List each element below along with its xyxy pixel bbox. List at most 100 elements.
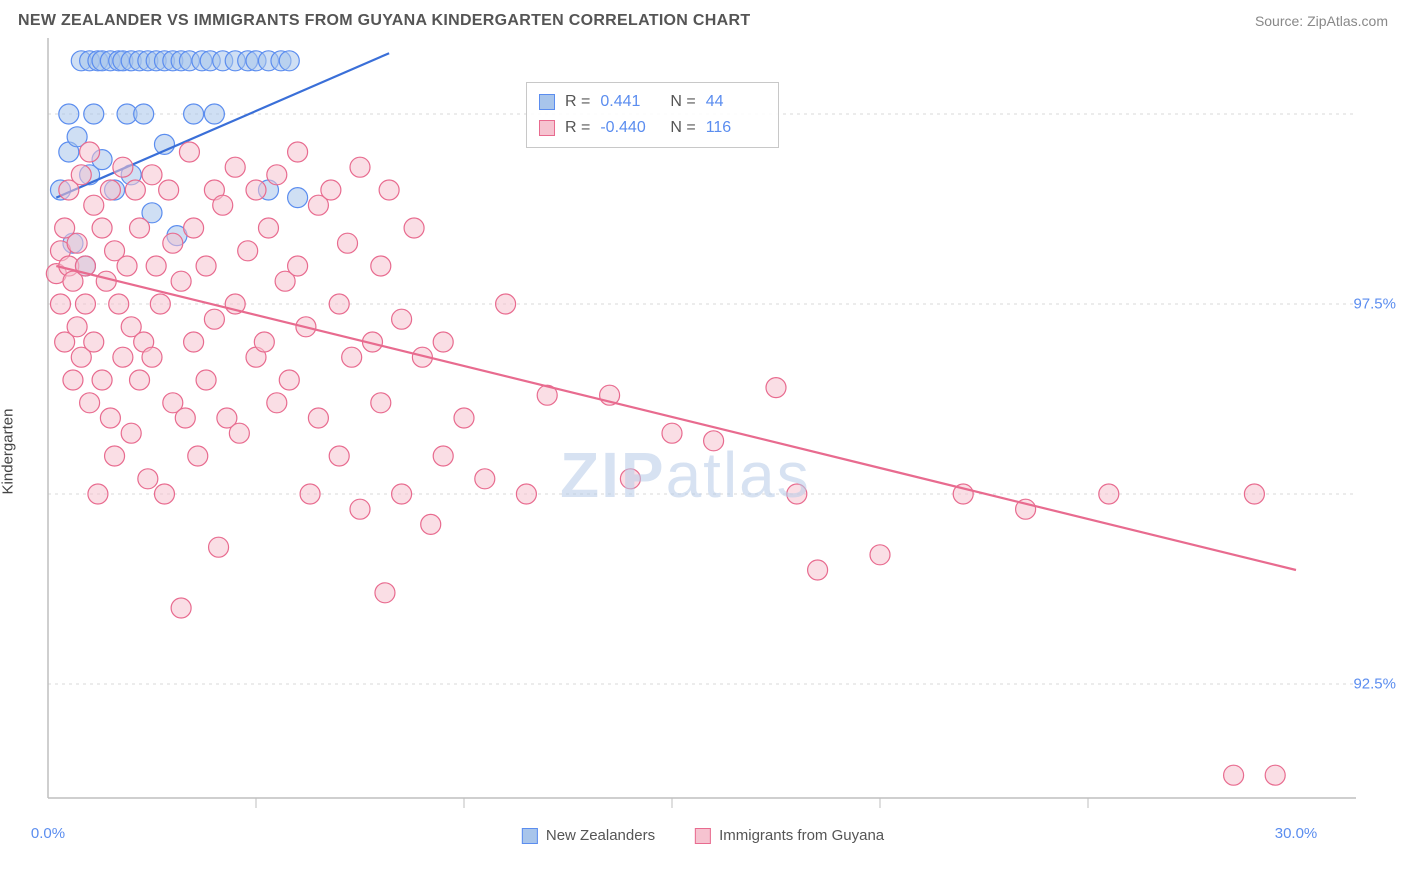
data-point xyxy=(184,218,204,238)
y-tick-label: 97.5% xyxy=(1353,296,1396,313)
legend-label: New Zealanders xyxy=(546,827,655,844)
r-value: -0.440 xyxy=(600,115,660,141)
data-point xyxy=(1224,765,1244,785)
data-point xyxy=(130,370,150,390)
r-value: 0.441 xyxy=(600,89,660,115)
scatter-plot xyxy=(0,38,1406,848)
data-point xyxy=(1244,484,1264,504)
data-point xyxy=(75,294,95,314)
y-tick-label: 92.5% xyxy=(1353,676,1396,693)
data-point xyxy=(454,408,474,428)
data-point xyxy=(433,446,453,466)
data-point xyxy=(80,393,100,413)
data-point xyxy=(84,104,104,124)
data-point xyxy=(288,256,308,276)
data-point xyxy=(308,408,328,428)
data-point xyxy=(59,104,79,124)
data-point xyxy=(329,446,349,466)
legend-item: New Zealanders xyxy=(522,827,655,844)
data-point xyxy=(321,180,341,200)
legend-item: Immigrants from Guyana xyxy=(695,827,884,844)
data-point xyxy=(662,423,682,443)
data-point xyxy=(267,393,287,413)
data-point xyxy=(620,469,640,489)
data-point xyxy=(516,484,536,504)
legend-swatch xyxy=(539,94,555,110)
data-point xyxy=(171,271,191,291)
data-point xyxy=(179,142,199,162)
data-point xyxy=(80,142,100,162)
data-point xyxy=(225,157,245,177)
data-point xyxy=(188,446,208,466)
legend-swatch xyxy=(539,120,555,136)
data-point xyxy=(288,188,308,208)
legend-swatch xyxy=(695,828,711,844)
data-point xyxy=(184,104,204,124)
data-point xyxy=(300,484,320,504)
data-point xyxy=(766,378,786,398)
data-point xyxy=(67,317,87,337)
data-point xyxy=(96,271,116,291)
data-point xyxy=(121,423,141,443)
data-point xyxy=(350,157,370,177)
data-point xyxy=(134,104,154,124)
data-point xyxy=(496,294,516,314)
data-point xyxy=(150,294,170,314)
legend: New Zealanders Immigrants from Guyana xyxy=(522,827,884,844)
data-point xyxy=(113,157,133,177)
data-point xyxy=(159,180,179,200)
chart-title: NEW ZEALANDER VS IMMIGRANTS FROM GUYANA … xyxy=(18,12,750,30)
data-point xyxy=(154,484,174,504)
data-point xyxy=(279,51,299,71)
data-point xyxy=(146,256,166,276)
data-point xyxy=(105,446,125,466)
data-point xyxy=(84,195,104,215)
header: NEW ZEALANDER VS IMMIGRANTS FROM GUYANA … xyxy=(0,0,1406,38)
data-point xyxy=(246,180,266,200)
data-point xyxy=(117,256,137,276)
data-point xyxy=(342,347,362,367)
data-point xyxy=(204,104,224,124)
stats-row: R =0.441N =44 xyxy=(539,89,766,115)
data-point xyxy=(371,393,391,413)
data-point xyxy=(808,560,828,580)
data-point xyxy=(204,309,224,329)
data-point xyxy=(254,332,274,352)
data-point xyxy=(100,180,120,200)
data-point xyxy=(350,499,370,519)
data-point xyxy=(196,256,216,276)
data-point xyxy=(229,423,249,443)
data-point xyxy=(404,218,424,238)
regression-line xyxy=(56,53,389,197)
data-point xyxy=(209,537,229,557)
data-point xyxy=(125,180,145,200)
data-point xyxy=(100,408,120,428)
data-point xyxy=(109,294,129,314)
data-point xyxy=(92,218,112,238)
data-point xyxy=(67,233,87,253)
regression-line xyxy=(56,266,1296,570)
data-point xyxy=(288,142,308,162)
legend-swatch xyxy=(522,828,538,844)
data-point xyxy=(63,370,83,390)
data-point xyxy=(375,583,395,603)
data-point xyxy=(71,165,91,185)
data-point xyxy=(138,469,158,489)
data-point xyxy=(787,484,807,504)
data-point xyxy=(379,180,399,200)
correlation-stats-box: R =0.441N =44R =-0.440N =116 xyxy=(526,82,779,148)
data-point xyxy=(50,294,70,314)
data-point xyxy=(421,514,441,534)
data-point xyxy=(258,218,278,238)
stats-row: R =-0.440N =116 xyxy=(539,115,766,141)
n-value: 116 xyxy=(706,115,766,141)
data-point xyxy=(267,165,287,185)
data-point xyxy=(704,431,724,451)
data-point xyxy=(84,332,104,352)
data-point xyxy=(238,241,258,261)
source-label: Source: ZipAtlas.com xyxy=(1255,13,1388,29)
data-point xyxy=(196,370,216,390)
data-point xyxy=(113,347,133,367)
data-point xyxy=(392,309,412,329)
x-tick-label: 0.0% xyxy=(31,825,65,842)
